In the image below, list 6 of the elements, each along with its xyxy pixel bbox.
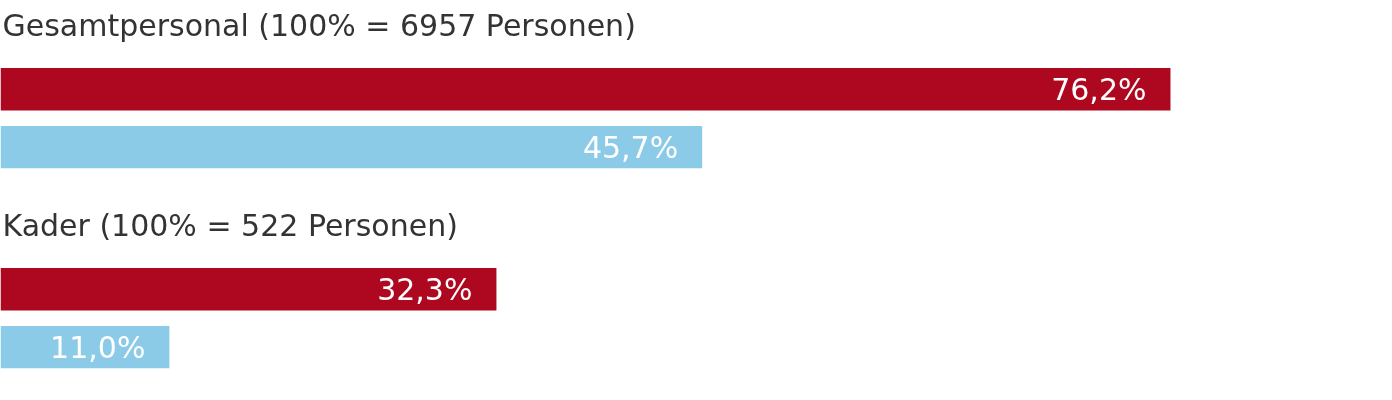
chart-title: Kader (100% = 522 Personen): [2, 207, 458, 243]
data-label: 45,7%: [582, 129, 679, 165]
data-label: 11,0%: [50, 329, 146, 365]
chart-title: Gesamtpersonal (100% = 6957 Personen): [2, 7, 636, 43]
data-label: 76,2%: [1051, 71, 1147, 107]
data-label: 32,3%: [377, 271, 473, 307]
